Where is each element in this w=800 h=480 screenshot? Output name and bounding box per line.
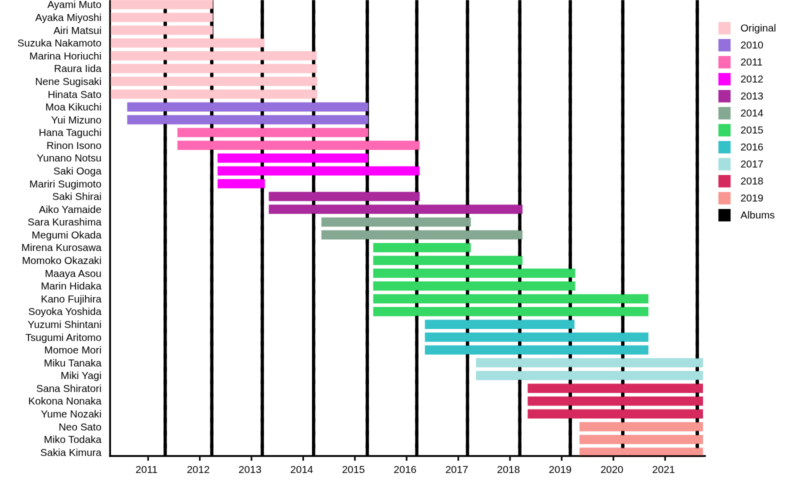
svg-text:Marina Horiuchi: Marina Horiuchi (29, 51, 101, 62)
svg-text:2015: 2015 (342, 465, 365, 475)
svg-text:Hinata Sato: Hinata Sato (48, 90, 102, 101)
svg-text:2013: 2013 (239, 465, 262, 475)
svg-text:Megumi Okada: Megumi Okada (32, 230, 102, 241)
svg-text:2012: 2012 (187, 465, 210, 475)
svg-text:2011: 2011 (136, 465, 158, 475)
svg-text:Rinon Isono: Rinon Isono (47, 141, 102, 152)
svg-text:Sakia Kimura: Sakia Kimura (40, 448, 102, 459)
svg-text:Miku Tanaka: Miku Tanaka (44, 358, 102, 369)
svg-text:2011: 2011 (741, 58, 763, 69)
svg-text:Kokona Nonaka: Kokona Nonaka (28, 397, 102, 408)
svg-text:2016: 2016 (394, 465, 417, 475)
svg-text:Neo Sato: Neo Sato (59, 422, 102, 433)
svg-text:Moa Kikuchi: Moa Kikuchi (45, 103, 101, 114)
svg-text:2018: 2018 (741, 177, 764, 188)
svg-text:Nene Sugisaki: Nene Sugisaki (35, 77, 101, 88)
svg-text:Sara Kurashima: Sara Kurashima (28, 218, 102, 229)
svg-text:Ayami Muto: Ayami Muto (47, 0, 101, 11)
svg-text:2012: 2012 (741, 75, 764, 86)
svg-text:Sana Shiratori: Sana Shiratori (36, 384, 101, 395)
svg-text:Airi Matsui: Airi Matsui (53, 26, 101, 37)
svg-text:Saki Shirai: Saki Shirai (52, 192, 101, 203)
svg-text:2013: 2013 (741, 92, 764, 103)
svg-text:Albums: Albums (741, 211, 775, 222)
svg-text:Tsugumi Aritomo: Tsugumi Aritomo (25, 333, 101, 344)
svg-text:Yuzumi Shintani: Yuzumi Shintani (28, 320, 102, 331)
svg-text:Miki Yagi: Miki Yagi (61, 371, 102, 382)
svg-text:Yunano Notsu: Yunano Notsu (37, 154, 102, 165)
svg-text:Mariri Sugimoto: Mariri Sugimoto (29, 179, 101, 190)
svg-text:Raura Iida: Raura Iida (54, 64, 102, 75)
svg-text:Maaya Asou: Maaya Asou (45, 269, 102, 280)
svg-text:Ayaka Miyoshi: Ayaka Miyoshi (35, 13, 101, 24)
svg-text:2019: 2019 (549, 465, 572, 475)
svg-text:Miko Todaka: Miko Todaka (44, 435, 102, 446)
svg-text:Yui Mizuno: Yui Mizuno (51, 115, 102, 126)
svg-text:2014: 2014 (741, 109, 764, 120)
svg-text:2021: 2021 (652, 465, 675, 475)
svg-text:Yume Nozaki: Yume Nozaki (41, 410, 102, 421)
svg-text:Momoko Okazaki: Momoko Okazaki (22, 256, 102, 267)
svg-text:2014: 2014 (290, 465, 313, 475)
svg-text:Marin Hidaka: Marin Hidaka (41, 282, 102, 293)
svg-text:2016: 2016 (741, 143, 764, 154)
svg-text:2019: 2019 (741, 194, 764, 205)
svg-text:Saki Ooga: Saki Ooga (53, 166, 101, 177)
svg-text:2015: 2015 (741, 126, 764, 137)
svg-text:2010: 2010 (741, 41, 764, 52)
svg-text:2017: 2017 (741, 160, 764, 171)
svg-text:Kano Fujihira: Kano Fujihira (41, 294, 102, 305)
svg-text:2018: 2018 (497, 465, 520, 475)
svg-text:Soyoka Yoshida: Soyoka Yoshida (28, 307, 102, 318)
svg-text:2017: 2017 (445, 465, 468, 475)
svg-text:Original: Original (741, 24, 776, 35)
svg-text:Suzuka Nakamoto: Suzuka Nakamoto (17, 39, 101, 50)
svg-text:Momoe Mori: Momoe Mori (44, 346, 101, 357)
svg-text:Aiko Yamaide: Aiko Yamaide (39, 205, 102, 216)
svg-text:Hana Taguchi: Hana Taguchi (39, 128, 102, 139)
svg-text:Mirena Kurosawa: Mirena Kurosawa (21, 243, 101, 254)
svg-text:2020: 2020 (600, 465, 623, 475)
